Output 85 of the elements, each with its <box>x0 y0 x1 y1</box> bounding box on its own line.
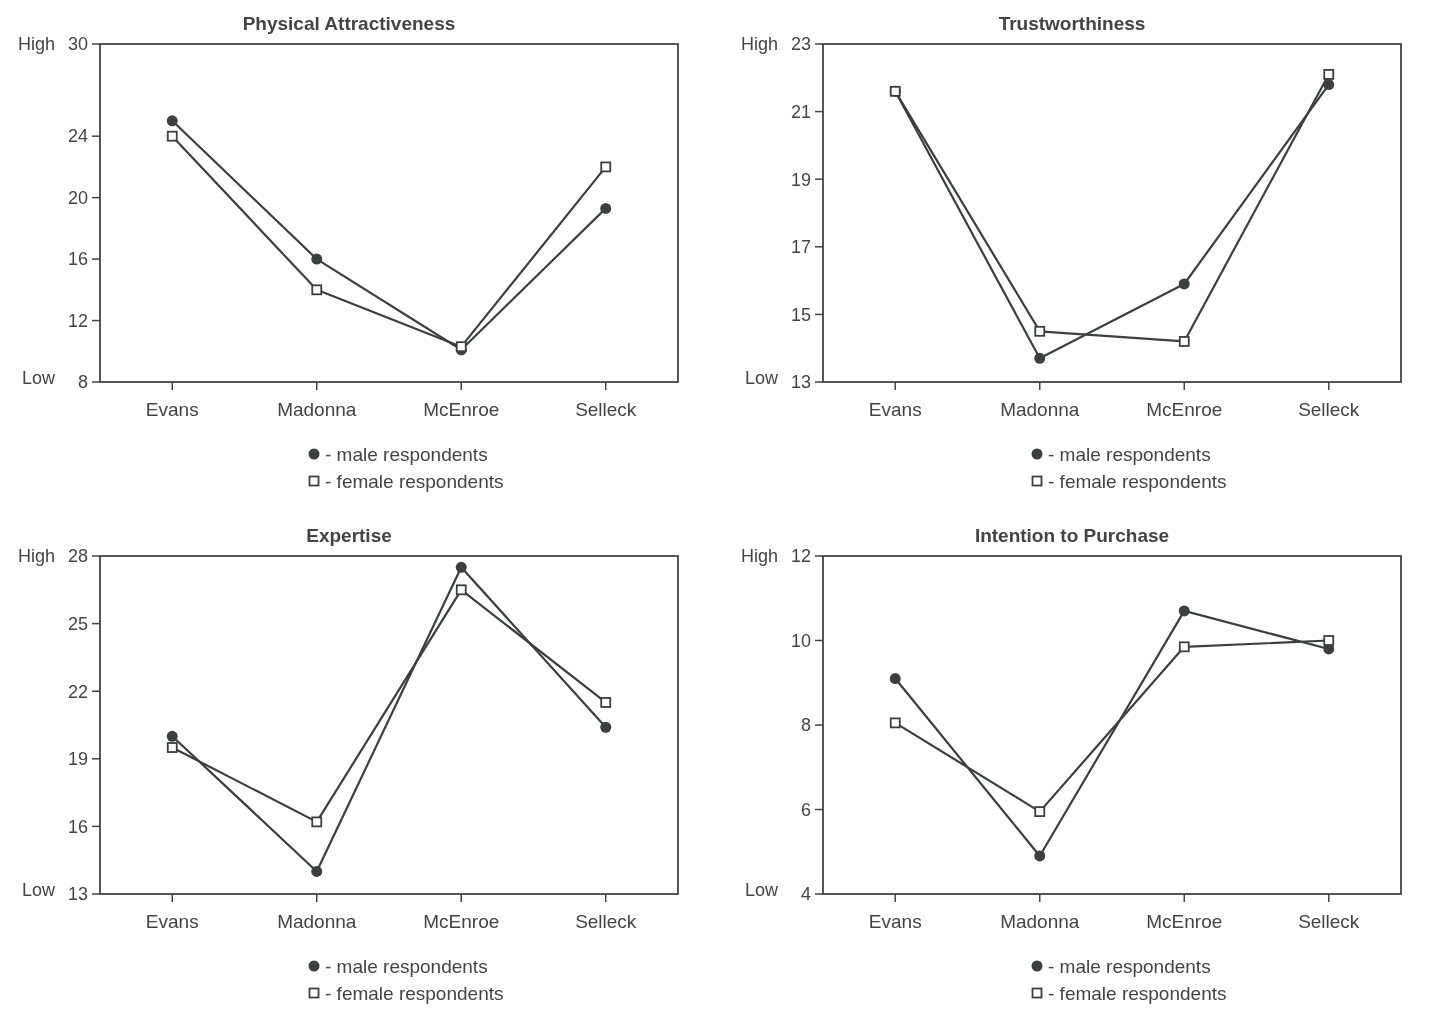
point <box>600 697 612 708</box>
x-tick-label: Selleck <box>1298 911 1360 932</box>
x-tick-label: Selleck <box>575 399 637 420</box>
legend-entry: - female respondents <box>308 470 504 492</box>
point <box>166 115 178 127</box>
y-tick-label: 4 <box>800 884 811 905</box>
legend-entry: - male respondents <box>308 443 488 465</box>
y-tick-label: 23 <box>790 34 811 55</box>
point <box>1034 352 1046 364</box>
y-tick-label: 16 <box>67 816 88 837</box>
x-tick-label: McEnroe <box>423 399 500 420</box>
point <box>1323 69 1335 80</box>
y-tick-label: 12 <box>790 546 811 567</box>
point <box>600 161 612 173</box>
y-tick-label: 24 <box>67 126 88 147</box>
point <box>166 742 178 753</box>
x-tick-label: McEnroe <box>1146 911 1223 932</box>
legend-entry: - female respondents <box>308 982 504 1004</box>
x-tick-label: Madonna <box>1000 911 1080 932</box>
x-tick-label: Evans <box>868 911 922 932</box>
point <box>1034 806 1046 818</box>
chart-title: Trustworthiness <box>998 13 1146 34</box>
x-tick-label: Madonna <box>1000 399 1080 420</box>
legend-entry: - male respondents <box>1031 443 1211 465</box>
y-tick-label: 8 <box>77 372 88 393</box>
y-tick-label: 16 <box>67 249 88 270</box>
y-tick-label: 25 <box>67 613 88 634</box>
x-tick-label: Evans <box>145 399 199 420</box>
y-tick-label: 10 <box>790 630 811 651</box>
point <box>1178 336 1190 347</box>
text: Low <box>744 879 779 900</box>
point <box>1034 850 1046 862</box>
chart-title: Intention to Purchase <box>974 525 1170 546</box>
text: High <box>740 546 778 567</box>
point <box>889 673 901 685</box>
y-tick-label: 13 <box>790 372 811 393</box>
legend-entry: - female respondents <box>1031 982 1227 1004</box>
y-tick-label: 19 <box>67 749 88 770</box>
point <box>455 584 467 596</box>
y-tick-label: 15 <box>790 304 811 325</box>
text: High <box>17 546 55 567</box>
y-tick-label: 30 <box>67 34 88 55</box>
point <box>889 717 901 729</box>
y-tick-label: 6 <box>800 799 811 820</box>
text: Low <box>21 879 56 900</box>
legend-entry: - female respondents <box>1031 470 1227 492</box>
y-tick-label: 19 <box>790 169 811 190</box>
text: Low <box>21 367 56 388</box>
point <box>311 284 323 296</box>
point <box>166 730 178 742</box>
text: High <box>740 34 778 55</box>
y-tick-label: 21 <box>790 101 811 122</box>
point <box>311 253 323 265</box>
legend-entry: - male respondents <box>1031 955 1211 977</box>
y-tick-label: 22 <box>67 681 88 702</box>
x-tick-label: Evans <box>145 911 199 932</box>
x-tick-label: McEnroe <box>423 911 500 932</box>
point <box>1178 278 1190 290</box>
point <box>311 865 323 877</box>
x-tick-label: Madonna <box>277 911 357 932</box>
y-tick-label: 12 <box>67 310 88 331</box>
y-tick-label: 17 <box>790 237 811 258</box>
chart-title: Expertise <box>306 525 392 546</box>
point <box>600 202 612 214</box>
point <box>311 816 323 828</box>
point <box>166 130 178 142</box>
legend-entry: - male respondents <box>308 955 488 977</box>
point <box>1178 641 1190 653</box>
chart-title: Physical Attractiveness <box>242 13 456 34</box>
x-tick-label: McEnroe <box>1146 399 1223 420</box>
point <box>600 721 612 733</box>
text: Low <box>744 367 779 388</box>
point <box>1034 325 1046 337</box>
y-tick-label: 20 <box>67 187 88 208</box>
y-tick-label: 8 <box>800 715 811 736</box>
y-tick-label: 13 <box>67 884 88 905</box>
x-tick-label: Madonna <box>277 399 357 420</box>
point <box>455 561 467 573</box>
x-tick-label: Evans <box>868 399 922 420</box>
x-tick-label: Selleck <box>1298 399 1360 420</box>
point <box>1178 605 1190 617</box>
point <box>1323 635 1335 646</box>
y-tick-label: 28 <box>67 546 88 567</box>
text: High <box>17 34 55 55</box>
x-tick-label: Selleck <box>575 911 637 932</box>
